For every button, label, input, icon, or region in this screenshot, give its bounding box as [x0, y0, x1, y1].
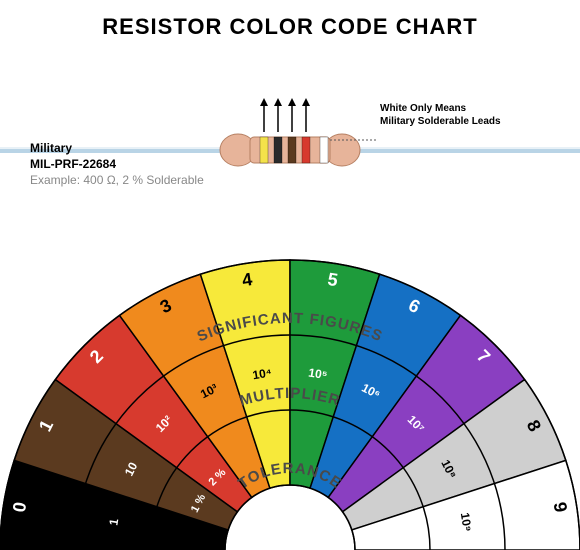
white-note-l1: White Only Means [380, 102, 501, 115]
fan-svg: 011101 %210²2 %310³410⁴510⁵610⁶710⁷810⁸9… [0, 250, 580, 550]
white-note: White Only Means Military Solderable Lea… [380, 102, 501, 128]
svg-text:10⁴: 10⁴ [251, 365, 272, 382]
svg-text:10⁹: 10⁹ [458, 512, 475, 533]
mil-line2: MIL-PRF-22684 [30, 156, 204, 172]
svg-text:10⁵: 10⁵ [307, 365, 328, 382]
mil-line3: Example: 400 Ω, 2 % Solderable [30, 172, 204, 188]
page-title: RESISTOR COLOR CODE CHART [0, 0, 580, 40]
fan-chart: 011101 %210²2 %310³410⁴510⁵610⁶710⁷810⁸9… [0, 250, 580, 550]
mil-line1: Military [30, 140, 204, 156]
military-spec: Military MIL-PRF-22684 Example: 400 Ω, 2… [30, 140, 204, 189]
resistor-area: Military MIL-PRF-22684 Example: 400 Ω, 2… [0, 40, 580, 220]
white-note-l2: Military Solderable Leads [380, 115, 501, 128]
